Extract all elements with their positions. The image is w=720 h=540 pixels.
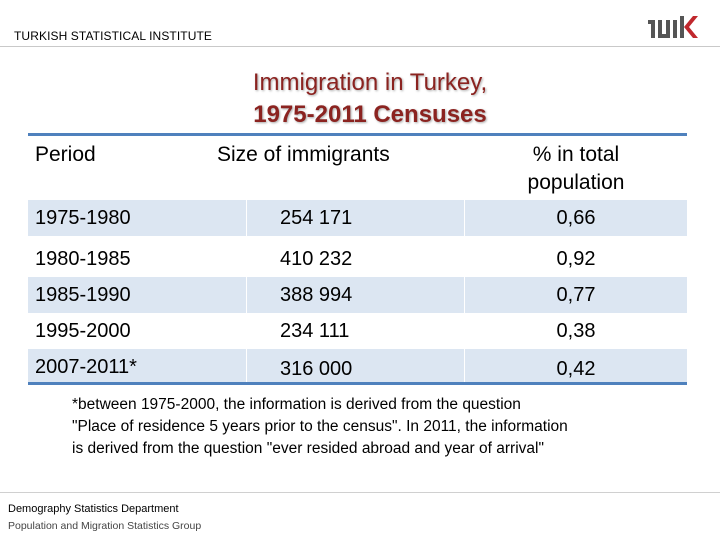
pct-cell: 0,42 [556, 358, 596, 380]
pct-cell: 0,92 [556, 248, 596, 270]
footnote-line3: is derived from the question "ever resid… [72, 440, 544, 457]
tuik-logo [648, 16, 698, 38]
table-row: 1995-2000 234 111 0,38 [28, 313, 687, 349]
period-cell: 1975-1980 [35, 207, 131, 229]
column-header-pct-line2: population [527, 171, 625, 194]
column-divider [464, 349, 465, 385]
column-header-period: Period [35, 143, 96, 166]
table-row: 1980-1985 410 232 0,92 [28, 241, 687, 277]
size-cell: 234 111 [280, 320, 350, 342]
table-top-rule [28, 133, 687, 136]
table-row: 2007-2011* 316 000 0,42 [28, 349, 687, 385]
organization-name: TURKISH STATISTICAL INSTITUTE [14, 29, 213, 43]
footer-group: Population and Migration Statistics Grou… [8, 520, 202, 532]
column-header-pct-line1: % in total [532, 143, 620, 166]
column-divider [246, 349, 247, 385]
column-divider [464, 277, 465, 313]
footnote-line1: *between 1975-2000, the information is d… [72, 396, 521, 413]
table-row: 1975-1980 254 171 0,66 [28, 200, 687, 236]
size-cell: 388 994 [280, 284, 353, 306]
period-cell: 1985-1990 [35, 284, 131, 306]
column-divider [246, 200, 247, 236]
size-cell: 410 232 [280, 248, 353, 270]
slide-title-line2: 1975-2011 Censuses [253, 101, 487, 128]
pct-cell: 0,38 [556, 320, 596, 342]
header-divider [0, 46, 720, 47]
column-divider [464, 200, 465, 236]
period-cell: 2007-2011* [35, 356, 137, 378]
column-divider [246, 277, 247, 313]
table-row: 1985-1990 388 994 0,77 [28, 277, 687, 313]
slide-title-line1: Immigration in Turkey, [252, 69, 488, 96]
size-cell: 316 000 [280, 358, 353, 380]
pct-cell: 0,66 [556, 207, 596, 229]
footer-divider [0, 492, 720, 493]
size-cell: 254 171 [280, 207, 353, 229]
footnote: *between 1975-2000, the information is d… [72, 394, 672, 460]
column-header-size: Size of immigrants [217, 143, 390, 166]
table-bottom-rule [28, 382, 687, 385]
footer-department: Demography Statistics Department [8, 503, 179, 515]
period-cell: 1995-2000 [35, 320, 131, 342]
period-cell: 1980-1985 [35, 248, 131, 270]
footnote-line2: "Place of residence 5 years prior to the… [72, 418, 568, 435]
pct-cell: 0,77 [556, 284, 596, 306]
